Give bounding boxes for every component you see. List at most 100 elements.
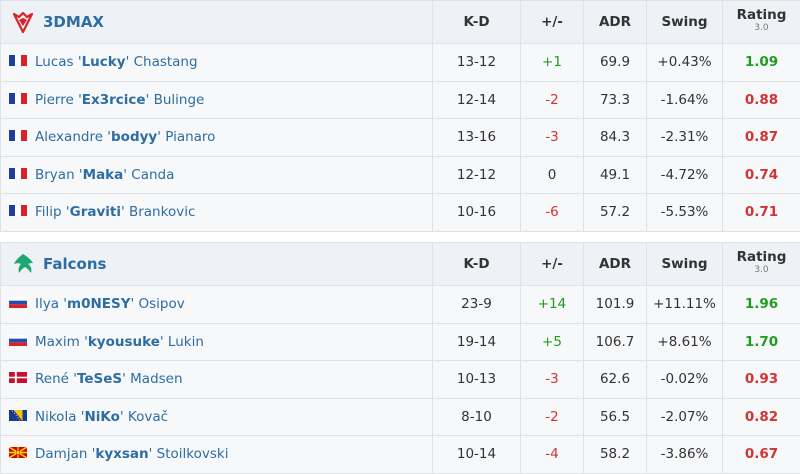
adr-value: 106.7 [584, 323, 647, 361]
team-name-label[interactable]: 3DMAX [43, 13, 104, 31]
player-last-name: ' Stoilkovski [149, 446, 229, 462]
player-name-link[interactable]: Ilya 'm0NESY' Osipov [35, 296, 185, 312]
team-name-label[interactable]: Falcons [43, 255, 106, 273]
rating-value: 0.93 [723, 361, 800, 399]
rating-value: 0.71 [723, 194, 800, 232]
player-last-name: ' Brankovic [121, 204, 195, 220]
swing-value: -2.31% [647, 119, 723, 157]
player-first-name: Nikola ' [35, 409, 84, 425]
swing-value: -0.02% [647, 361, 723, 399]
player-cell: René 'TeSeS' Madsen [1, 361, 433, 399]
plus-minus-value: -4 [521, 436, 584, 474]
adr-value: 69.9 [584, 44, 647, 82]
player-name-link[interactable]: Bryan 'Maka' Canda [35, 167, 174, 183]
player-name-link[interactable]: Nikola 'NiKo' Kovač [35, 409, 168, 425]
player-name-link[interactable]: Lucas 'Lucky' Chastang [35, 54, 198, 70]
rating-value: 1.70 [723, 323, 800, 361]
russia-flag-icon [9, 334, 27, 350]
rating-value: 0.74 [723, 156, 800, 194]
player-nickname: m0NESY [67, 296, 130, 312]
player-cell: Bryan 'Maka' Canda [1, 156, 433, 194]
plus-minus-value: 0 [521, 156, 584, 194]
player-cell: Damjan 'kyxsan' Stoilkovski [1, 436, 433, 474]
france-flag-icon [9, 204, 27, 220]
kd-value: 13-16 [433, 119, 521, 157]
adr-value: 57.2 [584, 194, 647, 232]
team-name[interactable]: Falcons [1, 252, 432, 276]
column-header-adr[interactable]: ADR [584, 1, 647, 44]
player-nickname: TeSeS [77, 371, 122, 387]
player-first-name: Damjan ' [35, 446, 95, 462]
player-cell: Pierre 'Ex3rcice' Bulinge [1, 81, 433, 119]
column-header-plus-minus[interactable]: +/- [521, 1, 584, 44]
player-nickname: Ex3rcice [82, 92, 146, 108]
swing-value: -4.72% [647, 156, 723, 194]
swing-value: -5.53% [647, 194, 723, 232]
falcons-logo [11, 252, 35, 276]
rating-version: 3.0 [723, 264, 800, 277]
player-nickname: Lucky [82, 54, 126, 70]
column-header-kd[interactable]: K-D [433, 243, 521, 286]
plus-minus-value: +1 [521, 44, 584, 82]
kd-value: 19-14 [433, 323, 521, 361]
adr-value: 101.9 [584, 286, 647, 324]
column-header-plus-minus[interactable]: +/- [521, 243, 584, 286]
russia-flag-icon [9, 296, 27, 312]
france-flag-icon [9, 167, 27, 183]
player-first-name: Filip ' [35, 204, 70, 220]
team-name[interactable]: 3DMAX [1, 10, 432, 34]
swing-value: -3.86% [647, 436, 723, 474]
player-first-name: Maxim ' [35, 334, 88, 350]
player-name-link[interactable]: Damjan 'kyxsan' Stoilkovski [35, 446, 228, 462]
player-last-name: ' Pianaro [157, 129, 215, 145]
rating-label: Rating [737, 249, 787, 265]
kd-value: 8-10 [433, 398, 521, 436]
player-last-name: ' Madsen [122, 371, 182, 387]
player-first-name: Lucas ' [35, 54, 82, 70]
column-header-adr[interactable]: ADR [584, 243, 647, 286]
swing-value: -2.07% [647, 398, 723, 436]
bosnia-flag-icon [9, 409, 27, 425]
team-header-cell[interactable]: 3DMAX [1, 1, 433, 44]
team-header-cell[interactable]: Falcons [1, 243, 433, 286]
rating-value: 1.96 [723, 286, 800, 324]
adr-value: 84.3 [584, 119, 647, 157]
3dmax-logo [11, 10, 35, 34]
player-name-link[interactable]: Filip 'Graviti' Brankovic [35, 204, 195, 220]
player-last-name: ' Kovač [120, 409, 168, 425]
player-cell: Nikola 'NiKo' Kovač [1, 398, 433, 436]
adr-value: 58.2 [584, 436, 647, 474]
adr-value: 73.3 [584, 81, 647, 119]
player-name-link[interactable]: René 'TeSeS' Madsen [35, 371, 183, 387]
column-header-kd[interactable]: K-D [433, 1, 521, 44]
north-macedonia-flag-icon [9, 446, 27, 462]
plus-minus-value: -6 [521, 194, 584, 232]
column-header-swing[interactable]: Swing [647, 243, 723, 286]
plus-minus-value: -3 [521, 119, 584, 157]
player-cell: Filip 'Graviti' Brankovic [1, 194, 433, 232]
player-name-link[interactable]: Pierre 'Ex3rcice' Bulinge [35, 92, 204, 108]
player-nickname: Maka [83, 167, 124, 183]
player-name-link[interactable]: Alexandre 'bodyy' Pianaro [35, 129, 215, 145]
player-nickname: bodyy [111, 129, 157, 145]
column-header-swing[interactable]: Swing [647, 1, 723, 44]
rating-value: 0.88 [723, 81, 800, 119]
rating-value: 0.67 [723, 436, 800, 474]
player-name-link[interactable]: Maxim 'kyousuke' Lukin [35, 334, 204, 350]
player-first-name: Ilya ' [35, 296, 67, 312]
player-nickname: kyousuke [88, 334, 160, 350]
kd-value: 12-14 [433, 81, 521, 119]
france-flag-icon [9, 129, 27, 145]
